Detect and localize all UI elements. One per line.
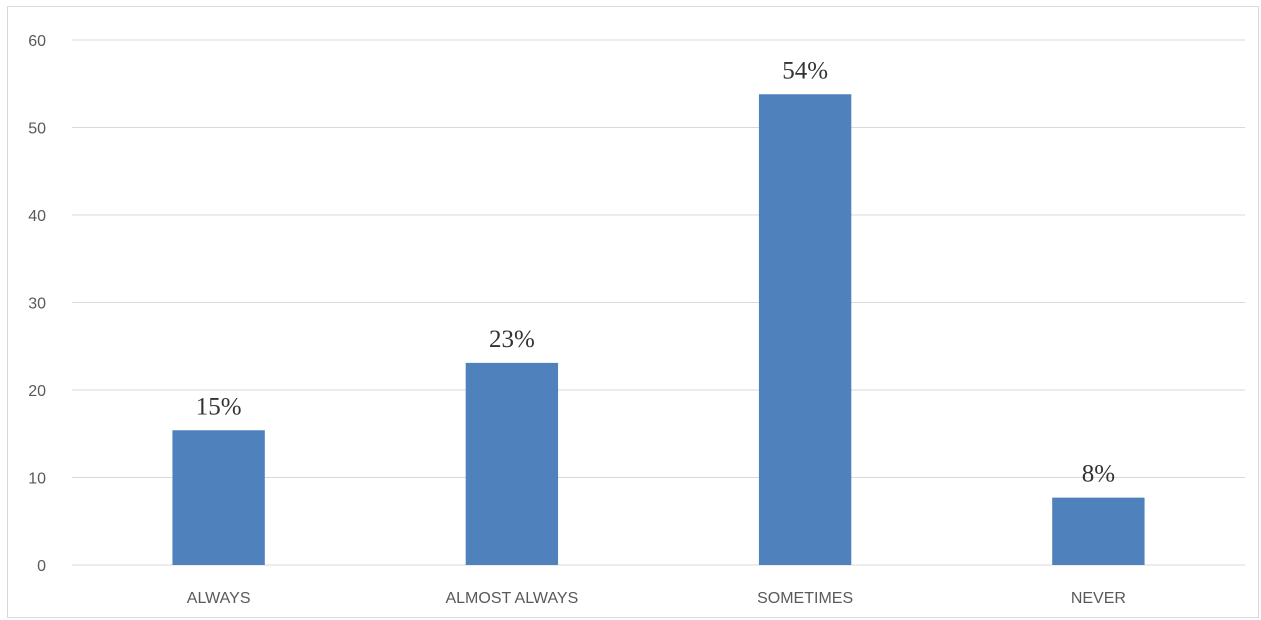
x-tick-label: NEVER xyxy=(1071,590,1126,607)
y-axis-ticks: 0 10 20 30 40 50 60 xyxy=(28,33,46,575)
data-label: 54% xyxy=(782,57,828,84)
bar-always xyxy=(172,430,265,565)
data-label: 15% xyxy=(196,393,242,420)
data-label: 8% xyxy=(1082,461,1115,488)
x-tick-label: SOMETIMES xyxy=(757,590,853,607)
y-tick-label: 50 xyxy=(28,121,46,138)
y-tick-label: 40 xyxy=(28,208,46,225)
y-tick-label: 30 xyxy=(28,296,46,313)
y-tick-label: 0 xyxy=(37,558,46,575)
bar-almost-always xyxy=(465,362,559,565)
data-labels: 15% 23% 54% 8% xyxy=(196,57,1115,487)
x-axis-ticks: ALWAYS ALMOST ALWAYS SOMETIMES NEVER xyxy=(187,590,1126,607)
bars xyxy=(172,94,1145,565)
bar-never xyxy=(1052,497,1145,565)
x-tick-label: ALMOST ALWAYS xyxy=(445,590,578,607)
data-label: 23% xyxy=(489,326,535,353)
y-tick-label: 20 xyxy=(28,383,46,400)
bar-sometimes xyxy=(758,94,852,565)
x-tick-label: ALWAYS xyxy=(187,590,251,607)
y-tick-label: 60 xyxy=(28,33,46,50)
y-tick-label: 10 xyxy=(28,471,46,488)
gridlines xyxy=(72,39,1245,566)
